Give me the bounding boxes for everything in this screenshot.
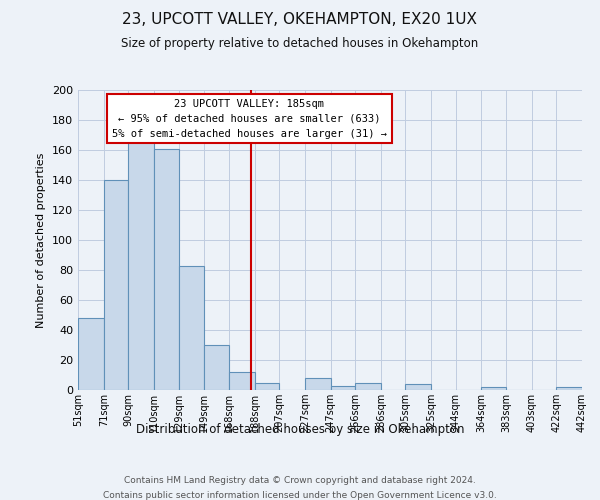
Bar [481, 387, 506, 390]
Text: 23 UPCOTT VALLEY: 185sqm
← 95% of detached houses are smaller (633)
5% of semi-d: 23 UPCOTT VALLEY: 185sqm ← 95% of detach… [112, 99, 387, 138]
Bar [305, 378, 331, 390]
Text: Contains public sector information licensed under the Open Government Licence v3: Contains public sector information licen… [103, 491, 497, 500]
Bar [254, 382, 279, 390]
Bar [406, 384, 431, 390]
Bar [556, 387, 582, 390]
Y-axis label: Number of detached properties: Number of detached properties [37, 152, 46, 328]
Text: 23, UPCOTT VALLEY, OKEHAMPTON, EX20 1UX: 23, UPCOTT VALLEY, OKEHAMPTON, EX20 1UX [122, 12, 478, 28]
Text: Size of property relative to detached houses in Okehampton: Size of property relative to detached ho… [121, 38, 479, 51]
Text: Contains HM Land Registry data © Crown copyright and database right 2024.: Contains HM Land Registry data © Crown c… [124, 476, 476, 485]
Text: Distribution of detached houses by size in Okehampton: Distribution of detached houses by size … [136, 422, 464, 436]
Bar [355, 382, 381, 390]
Bar [78, 318, 104, 390]
Bar [154, 148, 179, 390]
Bar [104, 180, 128, 390]
Bar [331, 386, 355, 390]
Bar [179, 266, 205, 390]
Bar [128, 140, 154, 390]
Bar [205, 345, 229, 390]
Bar [229, 372, 254, 390]
